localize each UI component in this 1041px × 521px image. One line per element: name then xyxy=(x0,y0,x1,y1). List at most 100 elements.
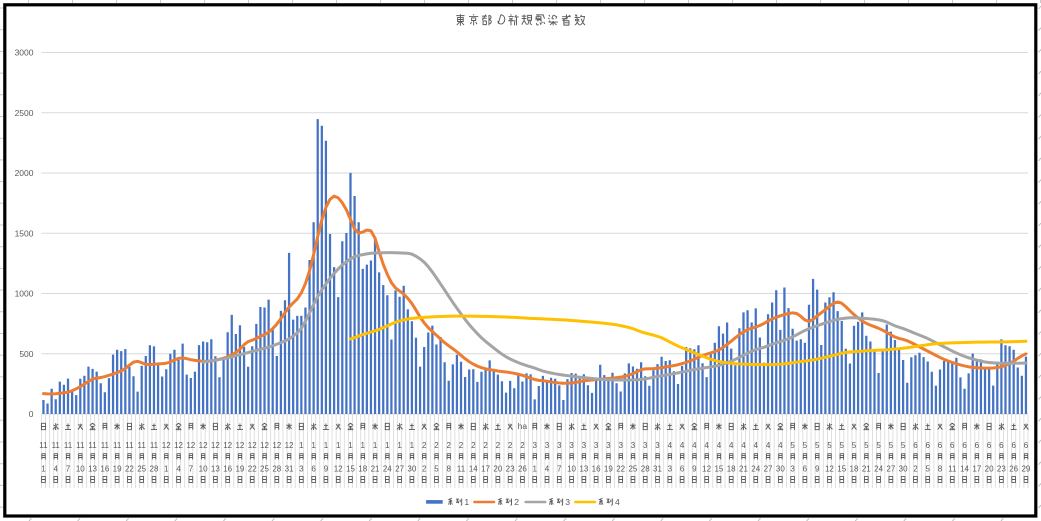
svg-text:2: 2 xyxy=(471,441,476,450)
svg-text:30: 30 xyxy=(407,464,416,473)
svg-text:12: 12 xyxy=(702,464,711,473)
svg-text:4: 4 xyxy=(545,464,550,473)
svg-text:6: 6 xyxy=(950,441,955,450)
svg-text:3: 3 xyxy=(668,464,673,473)
svg-text:2: 2 xyxy=(514,497,519,507)
svg-text:4: 4 xyxy=(717,441,722,450)
svg-text:7: 7 xyxy=(557,464,562,473)
svg-text:12: 12 xyxy=(211,441,220,450)
svg-text:11: 11 xyxy=(138,441,147,450)
svg-text:2: 2 xyxy=(459,441,464,450)
svg-text:3: 3 xyxy=(790,464,795,473)
svg-text:24: 24 xyxy=(383,464,392,473)
svg-text:9: 9 xyxy=(692,464,697,473)
svg-text:3: 3 xyxy=(569,441,574,450)
svg-text:6: 6 xyxy=(311,464,316,473)
svg-text:2: 2 xyxy=(496,441,501,450)
svg-text:22: 22 xyxy=(248,464,257,473)
svg-text:4: 4 xyxy=(729,441,734,450)
svg-text:3: 3 xyxy=(618,441,623,450)
svg-text:12: 12 xyxy=(334,464,343,473)
svg-text:16: 16 xyxy=(100,464,109,473)
svg-text:21: 21 xyxy=(739,464,748,473)
svg-text:2: 2 xyxy=(520,441,525,450)
svg-text:16: 16 xyxy=(592,464,601,473)
svg-text:3: 3 xyxy=(532,441,537,450)
svg-text:1: 1 xyxy=(385,441,390,450)
svg-text:22: 22 xyxy=(616,464,625,473)
svg-text:12: 12 xyxy=(260,441,269,450)
svg-text:7: 7 xyxy=(66,464,71,473)
svg-text:1: 1 xyxy=(373,441,378,450)
svg-text:9: 9 xyxy=(815,464,820,473)
svg-text:6: 6 xyxy=(680,464,685,473)
svg-text:18: 18 xyxy=(358,464,367,473)
svg-text:5: 5 xyxy=(889,441,894,450)
svg-text:10: 10 xyxy=(567,464,576,473)
svg-text:28: 28 xyxy=(641,464,650,473)
svg-text:13: 13 xyxy=(88,464,97,473)
svg-text:11: 11 xyxy=(52,441,61,450)
svg-text:5: 5 xyxy=(864,441,869,450)
svg-text:17: 17 xyxy=(481,464,490,473)
svg-text:11: 11 xyxy=(150,441,159,450)
svg-text:1000: 1000 xyxy=(15,289,34,299)
svg-text:12: 12 xyxy=(235,441,244,450)
svg-text:15: 15 xyxy=(346,464,355,473)
svg-text:2: 2 xyxy=(447,441,452,450)
svg-text:12: 12 xyxy=(825,464,834,473)
svg-text:4: 4 xyxy=(741,441,746,450)
svg-text:6: 6 xyxy=(803,464,808,473)
svg-text:3: 3 xyxy=(299,464,304,473)
svg-text:11: 11 xyxy=(113,441,122,450)
svg-text:6: 6 xyxy=(962,441,967,450)
svg-text:3: 3 xyxy=(606,441,611,450)
svg-text:11: 11 xyxy=(948,464,957,473)
svg-text:2: 2 xyxy=(483,441,488,450)
svg-text:1: 1 xyxy=(324,441,329,450)
svg-text:5: 5 xyxy=(925,464,930,473)
svg-text:1: 1 xyxy=(164,464,169,473)
svg-text:3: 3 xyxy=(557,441,562,450)
svg-text:6: 6 xyxy=(987,441,992,450)
svg-text:2000: 2000 xyxy=(15,168,34,178)
svg-text:1: 1 xyxy=(532,464,537,473)
svg-text:31: 31 xyxy=(653,464,662,473)
svg-text:2: 2 xyxy=(422,464,427,473)
svg-text:4: 4 xyxy=(692,441,697,450)
svg-text:3: 3 xyxy=(594,441,599,450)
svg-text:4: 4 xyxy=(668,441,673,450)
svg-text:8: 8 xyxy=(938,464,943,473)
svg-text:23: 23 xyxy=(506,464,515,473)
svg-text:2: 2 xyxy=(434,441,439,450)
svg-text:25: 25 xyxy=(260,464,269,473)
svg-text:5: 5 xyxy=(434,464,439,473)
svg-text:30: 30 xyxy=(899,464,908,473)
svg-text:21: 21 xyxy=(371,464,380,473)
svg-text:4: 4 xyxy=(778,441,783,450)
svg-text:4: 4 xyxy=(615,497,620,507)
svg-text:31: 31 xyxy=(285,464,294,473)
svg-text:1: 1 xyxy=(397,441,402,450)
svg-text:11: 11 xyxy=(88,441,97,450)
svg-text:11: 11 xyxy=(125,441,134,450)
svg-text:0: 0 xyxy=(29,409,34,419)
svg-text:1: 1 xyxy=(311,441,316,450)
svg-text:19: 19 xyxy=(604,464,613,473)
svg-text:5: 5 xyxy=(901,441,906,450)
svg-text:20: 20 xyxy=(493,464,502,473)
svg-text:26: 26 xyxy=(1009,464,1018,473)
svg-text:5: 5 xyxy=(827,441,832,450)
svg-text:1: 1 xyxy=(464,497,469,507)
svg-text:12: 12 xyxy=(223,441,232,450)
svg-text:12: 12 xyxy=(174,441,183,450)
svg-text:14: 14 xyxy=(469,464,478,473)
svg-text:17: 17 xyxy=(972,464,981,473)
svg-text:16: 16 xyxy=(223,464,232,473)
svg-text:27: 27 xyxy=(886,464,895,473)
svg-text:5: 5 xyxy=(840,441,845,450)
svg-text:ha: ha xyxy=(518,421,528,431)
svg-text:9: 9 xyxy=(324,464,329,473)
svg-text:10: 10 xyxy=(76,464,85,473)
svg-text:18: 18 xyxy=(727,464,736,473)
